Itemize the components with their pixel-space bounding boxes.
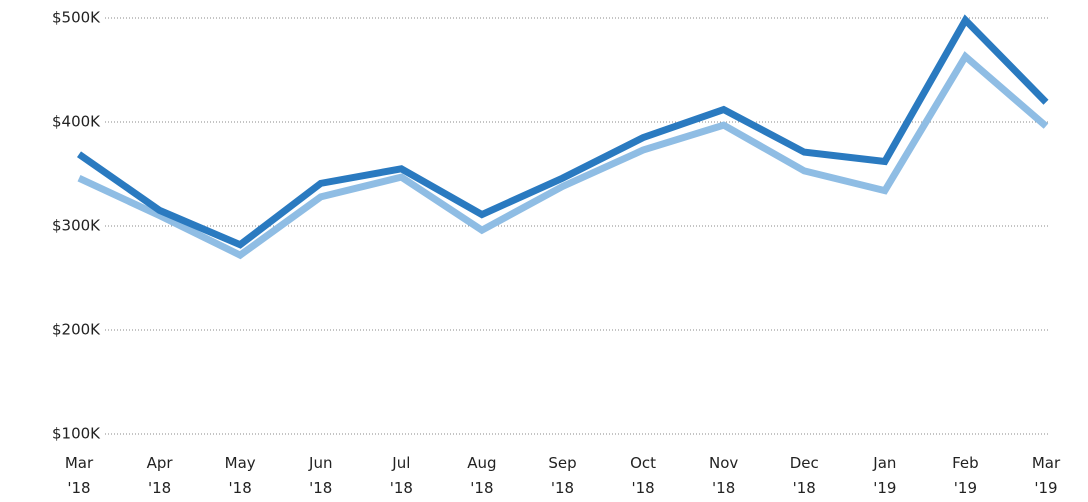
x-tick-label-line: '18 (712, 479, 735, 497)
x-tick-label-line: '18 (67, 479, 90, 497)
x-tick-label: May '18 (225, 454, 256, 497)
x-tick-label: Dec '18 (790, 454, 819, 497)
x-tick-label: Nov '18 (709, 454, 738, 497)
x-tick-label-line: Mar (65, 454, 94, 472)
x-tick-label-line: Jan (872, 454, 896, 472)
x-tick-label-line: '18 (309, 479, 332, 497)
x-tick-label: Apr '18 (147, 454, 174, 497)
x-tick-label-line: Apr (147, 454, 174, 472)
series-line (77, 51, 1049, 260)
x-tick-label-line: '18 (793, 479, 816, 497)
x-tick-label-line: Sep (548, 454, 576, 472)
x-tick-label-line: '18 (470, 479, 493, 497)
y-tick-label: $200K (52, 321, 101, 339)
x-tick-label-line: Aug (467, 454, 496, 472)
y-tick-label: $100K (52, 425, 101, 443)
x-tick-label: Jan '19 (872, 454, 896, 497)
x-tick-label-line: Jun (308, 454, 332, 472)
x-tick-label-line: May (225, 454, 256, 472)
x-tick-label-line: '19 (873, 479, 896, 497)
x-tick-label-line: Mar (1032, 454, 1061, 472)
x-tick-label-line: Oct (630, 454, 656, 472)
y-tick-label: $500K (52, 9, 101, 27)
x-tick-label-line: Dec (790, 454, 819, 472)
x-tick-label-line: Jul (391, 454, 410, 472)
x-tick-label: Mar '18 (65, 454, 94, 497)
x-tick-label: Oct '18 (630, 454, 656, 497)
x-tick-label-line: '18 (631, 479, 654, 497)
x-tick-label: Jul '18 (390, 454, 413, 497)
x-tick-label-line: '18 (390, 479, 413, 497)
x-tick-label: Jun '18 (308, 454, 332, 497)
x-tick-label-line: Feb (952, 454, 979, 472)
x-tick-label-line: '18 (229, 479, 252, 497)
series-line (76, 14, 1049, 249)
x-tick-label: Mar '19 (1032, 454, 1061, 497)
x-tick-label-line: '19 (954, 479, 977, 497)
y-tick-label: $400K (52, 113, 101, 131)
y-tick-label: $300K (52, 217, 101, 235)
x-tick-label: Feb '19 (952, 454, 979, 497)
x-tick-label-line: Nov (709, 454, 738, 472)
x-tick-label: Aug '18 (467, 454, 496, 497)
x-tick-label-line: '19 (1034, 479, 1057, 497)
x-tick-label: Sep '18 (548, 454, 576, 497)
x-tick-label-line: '18 (551, 479, 574, 497)
x-tick-label-line: '18 (148, 479, 171, 497)
